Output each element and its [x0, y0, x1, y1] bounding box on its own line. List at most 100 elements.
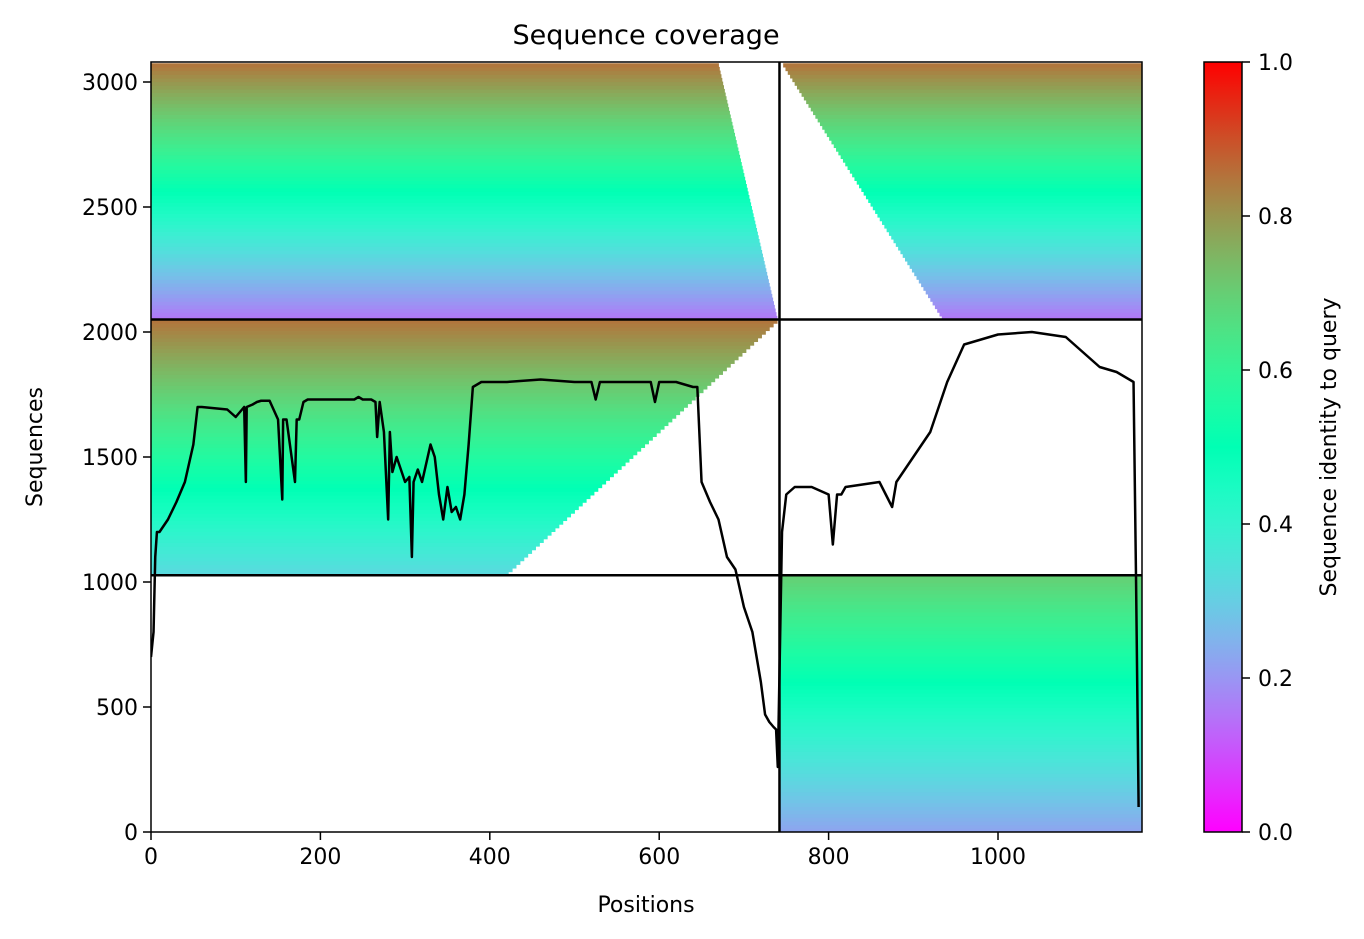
x-tick-label: 0 — [144, 845, 158, 870]
coverage-row — [779, 652, 1142, 657]
coverage-row — [151, 202, 752, 207]
coverage-row — [779, 809, 1142, 815]
coverage-row — [921, 282, 1142, 288]
coverage-row — [779, 721, 1142, 727]
coverage-row — [779, 773, 1142, 778]
colorbar-tick-label: 0.0 — [1258, 821, 1293, 846]
coverage-row — [790, 74, 1142, 79]
coverage-row — [893, 238, 1142, 244]
coverage-row — [826, 132, 1142, 138]
coverage-row — [151, 293, 773, 299]
coverage-row — [779, 780, 1142, 785]
y-tick-label: 1000 — [82, 571, 138, 596]
coverage-row — [151, 359, 735, 364]
coverage-row — [151, 341, 755, 346]
y-tick-label: 2500 — [82, 196, 138, 221]
colorbar-tick-label: 0.8 — [1258, 205, 1293, 230]
coverage-row — [916, 275, 1142, 280]
coverage-row — [918, 279, 1142, 284]
coverage-row — [872, 206, 1142, 211]
coverage-row — [151, 257, 764, 262]
coverage-row — [905, 257, 1142, 262]
y-tick-label: 500 — [96, 696, 138, 721]
colorbar-tick-label: 0.4 — [1258, 513, 1293, 538]
coverage-row — [779, 644, 1142, 650]
coverage-row — [151, 381, 712, 386]
coverage-row — [779, 798, 1142, 804]
coverage-row — [151, 217, 755, 222]
coverage-row — [151, 151, 740, 156]
coverage-row — [151, 542, 540, 547]
coverage-row — [151, 110, 730, 116]
coverage-row — [817, 118, 1142, 123]
coverage-row — [941, 315, 1142, 321]
coverage-row — [151, 363, 731, 368]
coverage-row — [151, 407, 685, 412]
coverage-row — [779, 604, 1142, 609]
coverage-row — [930, 297, 1142, 302]
coverage-row — [779, 758, 1142, 763]
coverage-row — [151, 165, 743, 171]
coverage-row — [151, 198, 751, 203]
coverage-row — [151, 396, 696, 401]
coverage-row — [151, 425, 665, 430]
coverage-row — [151, 253, 763, 258]
coverage-row — [151, 249, 763, 255]
coverage-row — [151, 173, 745, 178]
coverage-row — [779, 765, 1142, 771]
coverage-row — [151, 414, 677, 419]
coverage-row — [151, 367, 727, 372]
coverage-row — [779, 707, 1142, 712]
coverage-row — [852, 173, 1142, 178]
coverage-row — [151, 451, 638, 456]
coverage-row — [891, 235, 1142, 240]
coverage-row — [898, 246, 1142, 251]
coverage-row — [151, 524, 560, 529]
coverage-row — [151, 213, 754, 218]
coverage-row — [779, 714, 1142, 719]
coverage-row — [854, 176, 1142, 181]
coverage-row — [151, 491, 595, 496]
coverage-row — [779, 670, 1142, 675]
coverage-row — [151, 553, 529, 558]
coverage-row — [151, 195, 750, 200]
coverage-row — [151, 538, 544, 543]
coverage-block-top-left — [151, 63, 778, 321]
coverage-row — [779, 725, 1142, 730]
coverage-row — [151, 535, 548, 540]
x-tick-label: 800 — [808, 845, 850, 870]
coverage-row — [911, 268, 1142, 273]
coverage-row — [779, 718, 1142, 723]
coverage-row — [796, 85, 1142, 90]
coverage-row — [151, 147, 739, 152]
coverage-row — [151, 326, 770, 332]
coverage-row — [151, 231, 758, 236]
coverage-row — [151, 176, 746, 181]
coverage-row — [151, 560, 521, 565]
coverage-row — [779, 619, 1142, 624]
coverage-row — [151, 264, 766, 269]
colorbar-tick-label: 1.0 — [1258, 51, 1293, 76]
coverage-row — [151, 520, 564, 525]
coverage-row — [151, 275, 769, 280]
coverage-row — [819, 121, 1142, 127]
coverage-row — [151, 323, 774, 328]
coverage-row — [888, 231, 1142, 236]
coverage-row — [914, 271, 1142, 277]
coverage-row — [779, 762, 1142, 767]
coverage-row — [836, 147, 1142, 152]
coverage-row — [151, 564, 517, 569]
coverage-row — [932, 301, 1142, 306]
coverage-row — [875, 209, 1142, 214]
coverage-row — [865, 195, 1142, 200]
coverage-row — [151, 187, 748, 192]
coverage-row — [813, 110, 1142, 116]
coverage-row — [151, 410, 681, 416]
coverage-row — [859, 184, 1142, 189]
coverage-row — [810, 107, 1142, 112]
colorbar-tick-label: 0.2 — [1258, 667, 1293, 692]
colorbar — [1203, 61, 1243, 833]
coverage-row — [151, 505, 579, 511]
coverage-row — [779, 586, 1142, 591]
